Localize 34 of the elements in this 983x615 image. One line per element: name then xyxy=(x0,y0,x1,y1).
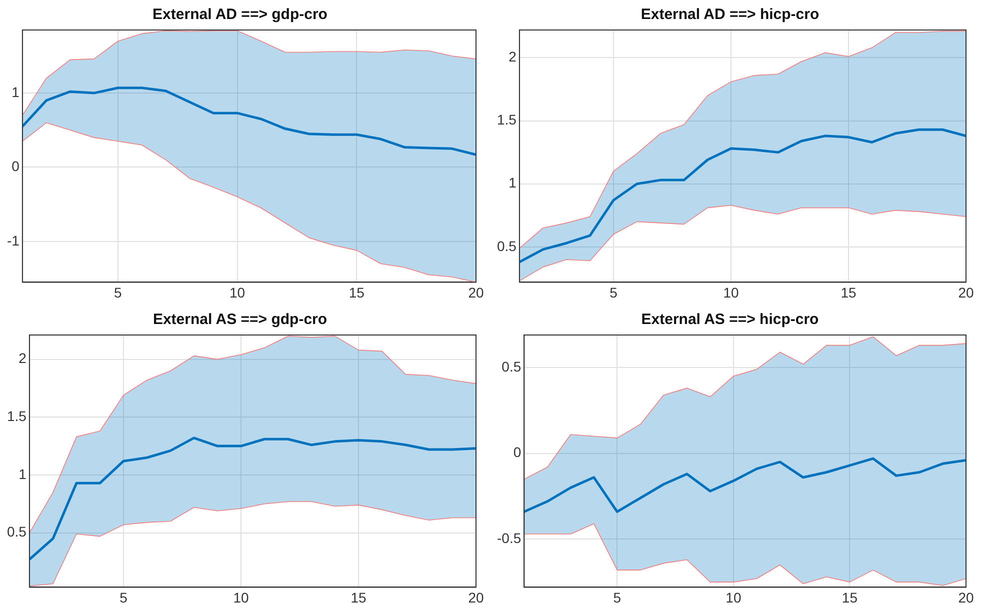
chart-title: External AS ==> hicp-cro xyxy=(641,311,819,328)
y-tick-label: 0 xyxy=(513,444,522,460)
x-tick-label: 15 xyxy=(840,284,856,300)
chart-title: External AD ==> hicp-cro xyxy=(640,6,820,24)
x-tick-label: 5 xyxy=(114,284,122,300)
y-tick-label: 0.5 xyxy=(6,524,27,540)
y-tick-label: 1 xyxy=(18,466,27,482)
y-tick-label: 1 xyxy=(508,174,517,191)
x-tick-label: 5 xyxy=(120,589,128,606)
x-tick-label: 20 xyxy=(468,589,484,606)
y-tick-label: 1.5 xyxy=(6,408,27,424)
x-tick-label: 20 xyxy=(468,284,484,300)
x-tick-label: 15 xyxy=(348,284,365,300)
x-tick-label: 15 xyxy=(350,589,366,606)
y-tick-label: 0.5 xyxy=(496,238,517,254)
chart-title: External AS ==> gdp-cro xyxy=(152,311,328,328)
y-tick-label: 0.5 xyxy=(502,358,522,374)
x-tick-label: 20 xyxy=(958,284,974,300)
y-tick-label: 1 xyxy=(12,84,20,100)
x-tick-label: 5 xyxy=(613,589,622,606)
x-tick-label: 10 xyxy=(233,589,249,606)
y-tick-label: 0 xyxy=(12,158,20,174)
y-tick-label: 2 xyxy=(508,48,517,65)
x-tick-label: 20 xyxy=(958,589,974,606)
x-tick-label: 15 xyxy=(842,589,858,606)
x-tick-label: 10 xyxy=(723,284,739,300)
y-tick-label: -0.5 xyxy=(497,530,522,546)
x-tick-label: 5 xyxy=(610,284,618,300)
chart-title: External AD ==> gdp-cro xyxy=(152,6,328,24)
y-tick-label: 1.5 xyxy=(496,112,517,128)
y-tick-label: -1 xyxy=(6,232,20,248)
y-tick-label: 2 xyxy=(18,350,27,366)
x-tick-label: 10 xyxy=(230,284,246,300)
x-tick-label: 10 xyxy=(726,589,742,606)
